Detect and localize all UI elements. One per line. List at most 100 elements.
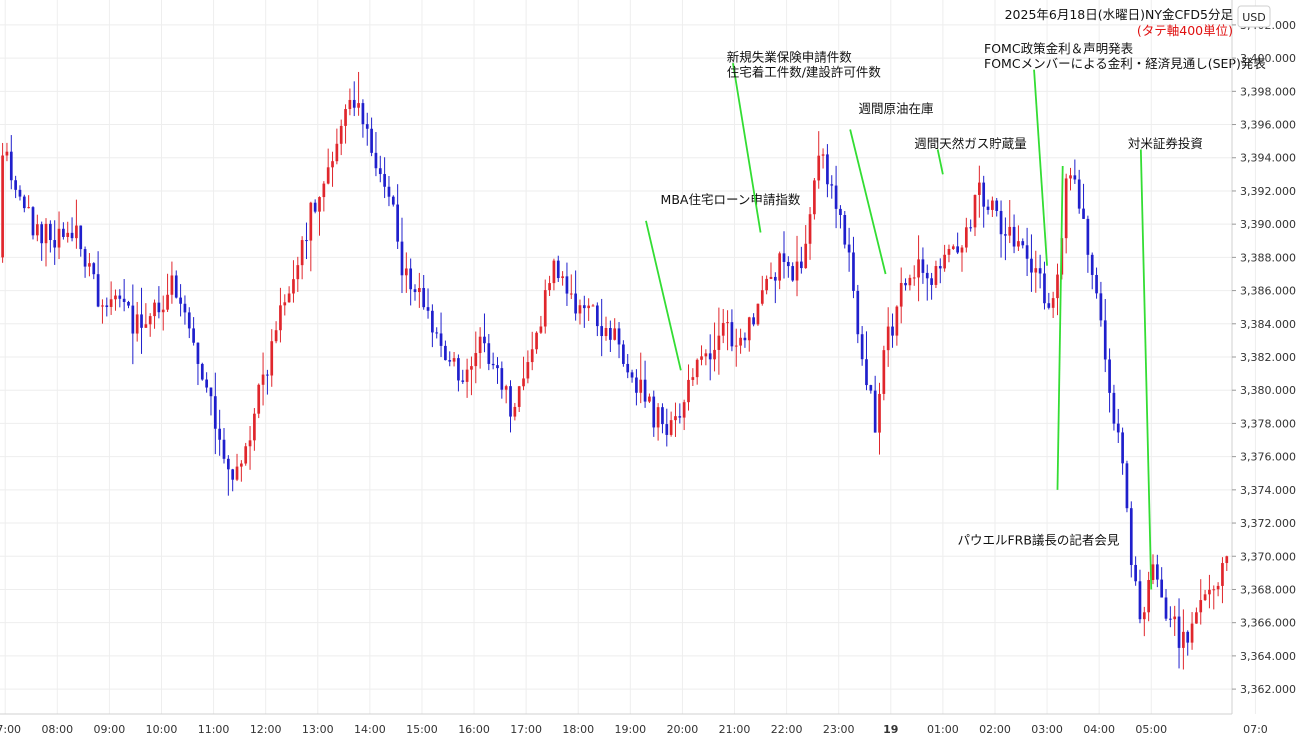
- candle-body: [565, 276, 569, 294]
- candle: [687, 364, 690, 411]
- candle-body: [522, 378, 525, 387]
- candle-body: [1169, 618, 1172, 620]
- candle: [834, 165, 838, 229]
- candle: [786, 256, 790, 278]
- candle-body: [248, 440, 252, 447]
- candle-body: [1056, 274, 1059, 299]
- candle: [192, 317, 195, 346]
- candle: [821, 148, 825, 169]
- candle: [200, 362, 204, 381]
- candle: [1021, 238, 1025, 249]
- candle: [1038, 254, 1042, 289]
- y-tick-label: 3,376.000: [1240, 451, 1296, 464]
- candle: [470, 356, 473, 396]
- candle-body: [452, 358, 456, 362]
- candle-body: [318, 197, 321, 212]
- candle: [1212, 585, 1216, 610]
- candle-body: [756, 303, 760, 325]
- candle-body: [448, 360, 452, 362]
- candle: [383, 157, 386, 199]
- annotation-label: 住宅着工件数/建設許可件数: [727, 64, 882, 79]
- candle: [747, 316, 751, 352]
- candle-body: [613, 328, 617, 340]
- candle-body: [49, 223, 52, 241]
- candle: [1225, 555, 1229, 572]
- candle-body: [391, 196, 395, 205]
- candle: [817, 131, 821, 189]
- candle: [717, 307, 721, 375]
- candle: [114, 289, 117, 311]
- x-tick-label: 01:00: [927, 723, 959, 736]
- candle-body: [578, 305, 582, 314]
- candle-body: [526, 362, 530, 379]
- candle-body: [904, 282, 907, 286]
- candle-body: [1151, 564, 1155, 580]
- candle: [296, 256, 300, 292]
- candle-body: [951, 246, 955, 249]
- candle-body: [70, 232, 74, 239]
- candle-body: [500, 368, 504, 390]
- currency-badge-box[interactable]: [1237, 5, 1271, 28]
- candle-body: [88, 263, 91, 267]
- y-tick-label: 3,394.000: [1240, 152, 1296, 165]
- candle-body: [782, 253, 786, 262]
- candle: [743, 332, 747, 348]
- candle: [930, 272, 933, 300]
- candle-body: [535, 332, 538, 350]
- candle-body: [31, 207, 35, 236]
- candle: [539, 315, 543, 334]
- candle: [109, 281, 113, 315]
- candle: [726, 310, 729, 351]
- candle-body: [383, 174, 386, 187]
- currency-badge[interactable]: USD: [1237, 5, 1271, 28]
- candle-body: [665, 424, 669, 435]
- candle-body: [826, 154, 829, 185]
- candle: [218, 409, 222, 456]
- candle-body: [513, 406, 517, 417]
- candle: [452, 352, 456, 367]
- candle-body: [127, 301, 130, 306]
- candle: [847, 227, 851, 272]
- candle: [183, 295, 187, 325]
- candle-body: [743, 337, 747, 341]
- currency-label[interactable]: USD: [1242, 11, 1266, 24]
- candle-body: [1108, 359, 1111, 393]
- candle: [62, 222, 65, 240]
- candle-body: [483, 336, 486, 344]
- candle: [964, 217, 968, 253]
- candle: [205, 372, 208, 393]
- candle-body: [313, 202, 317, 212]
- candle-body: [899, 282, 903, 307]
- candle: [569, 274, 573, 300]
- candle: [630, 369, 634, 383]
- candle-body: [930, 278, 933, 285]
- candle: [1190, 612, 1194, 650]
- candle-body: [869, 385, 873, 391]
- candle-body: [765, 278, 768, 291]
- candle: [88, 253, 91, 277]
- candle-body: [778, 253, 782, 281]
- annotation-layer: MBA住宅ローン申請指数新規失業保険申請件数住宅着工件数/建設許可件数週間原油在…: [645, 41, 1266, 590]
- candle-body: [174, 275, 178, 298]
- candle: [578, 299, 582, 325]
- y-tick-label: 3,374.000: [1240, 484, 1296, 497]
- candle: [1090, 252, 1094, 290]
- candle: [1151, 554, 1155, 585]
- candle-body: [418, 288, 421, 293]
- annotation-leader-line: [849, 129, 887, 275]
- candle: [1125, 460, 1129, 513]
- candle-body: [691, 377, 695, 380]
- candle: [652, 390, 656, 437]
- candle-body: [474, 353, 478, 367]
- candle: [1129, 501, 1133, 578]
- candle: [418, 272, 421, 308]
- candle-body: [1160, 579, 1164, 598]
- candle-body: [1182, 631, 1185, 648]
- candle: [595, 302, 599, 337]
- candle-body: [344, 109, 347, 126]
- candle: [678, 403, 682, 424]
- candle-body: [674, 416, 677, 421]
- candle: [1155, 554, 1159, 588]
